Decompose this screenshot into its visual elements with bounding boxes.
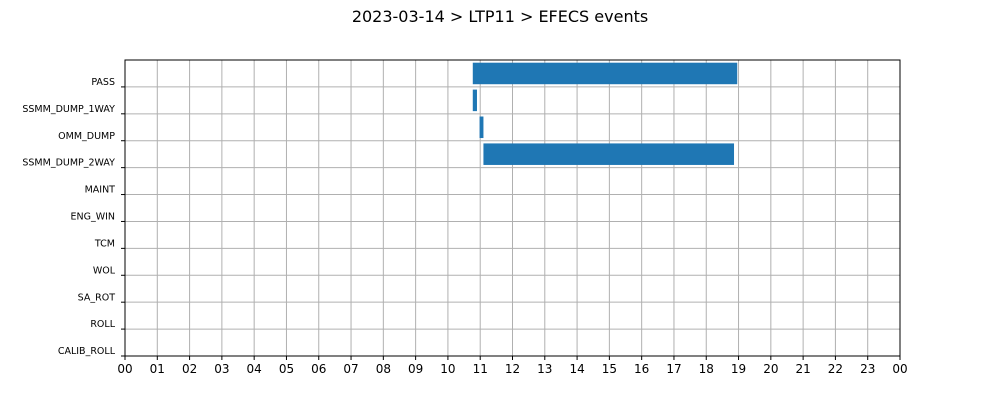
y-tick-label: TCM [94,238,115,249]
x-tick-label: 21 [795,362,810,376]
x-tick-label: 11 [473,362,488,376]
event-bar [479,116,484,139]
y-tick-label: SSMM_DUMP_1WAY [22,104,115,115]
x-tick-label: 06 [311,362,326,376]
x-tick-label: 13 [537,362,552,376]
event-bar [472,62,738,85]
x-tick-label: 07 [343,362,358,376]
x-tick-label: 09 [408,362,423,376]
x-tick-label: 20 [763,362,778,376]
y-tick-label: CALIB_ROLL [58,346,116,357]
event-bar [472,89,477,112]
x-tick-label: 18 [699,362,714,376]
bars [472,62,738,165]
x-tick-label: 15 [602,362,617,376]
x-tick-label: 05 [279,362,294,376]
x-tick-label: 04 [247,362,262,376]
x-tick-label: 22 [828,362,843,376]
y-tick-label: WOL [93,265,116,276]
y-tick-label: ENG_WIN [70,212,115,223]
x-tick-label: 17 [666,362,681,376]
x-tick-label: 00 [117,362,132,376]
x-tick-label: 14 [569,362,584,376]
y-tick-label: OMM_DUMP [58,131,115,142]
x-tick-label: 03 [214,362,229,376]
x-tick-label: 12 [505,362,520,376]
y-tick-label: MAINT [85,185,116,196]
event-bar [483,143,735,165]
y-tick-label: PASS [91,77,115,88]
y-tick-label: SSMM_DUMP_2WAY [22,158,115,169]
y-axis: PASS SSMM_DUMP_1WAY OMM_DUMP SSMM_DUMP_2WAY… [22,77,125,357]
x-tick-label: 16 [634,362,649,376]
x-tick-label: 00 [892,362,907,376]
x-tick-label: 19 [731,362,746,376]
x-tick-label: 01 [150,362,165,376]
x-tick-label: 23 [860,362,875,376]
x-tick-label: 08 [376,362,391,376]
x-tick-label: 02 [182,362,197,376]
x-axis: 00 01 02 03 04 05 06 07 08 09 10 11 12 13 14 15 16 17 18 19… [117,356,908,376]
x-tick-label: 10 [440,362,455,376]
chart-title: 2023-03-14 > LTP11 > EFECS events [352,7,648,26]
y-tick-label: ROLL [90,319,115,330]
grid [124,60,901,357]
y-tick-label: SA_ROT [78,292,116,303]
